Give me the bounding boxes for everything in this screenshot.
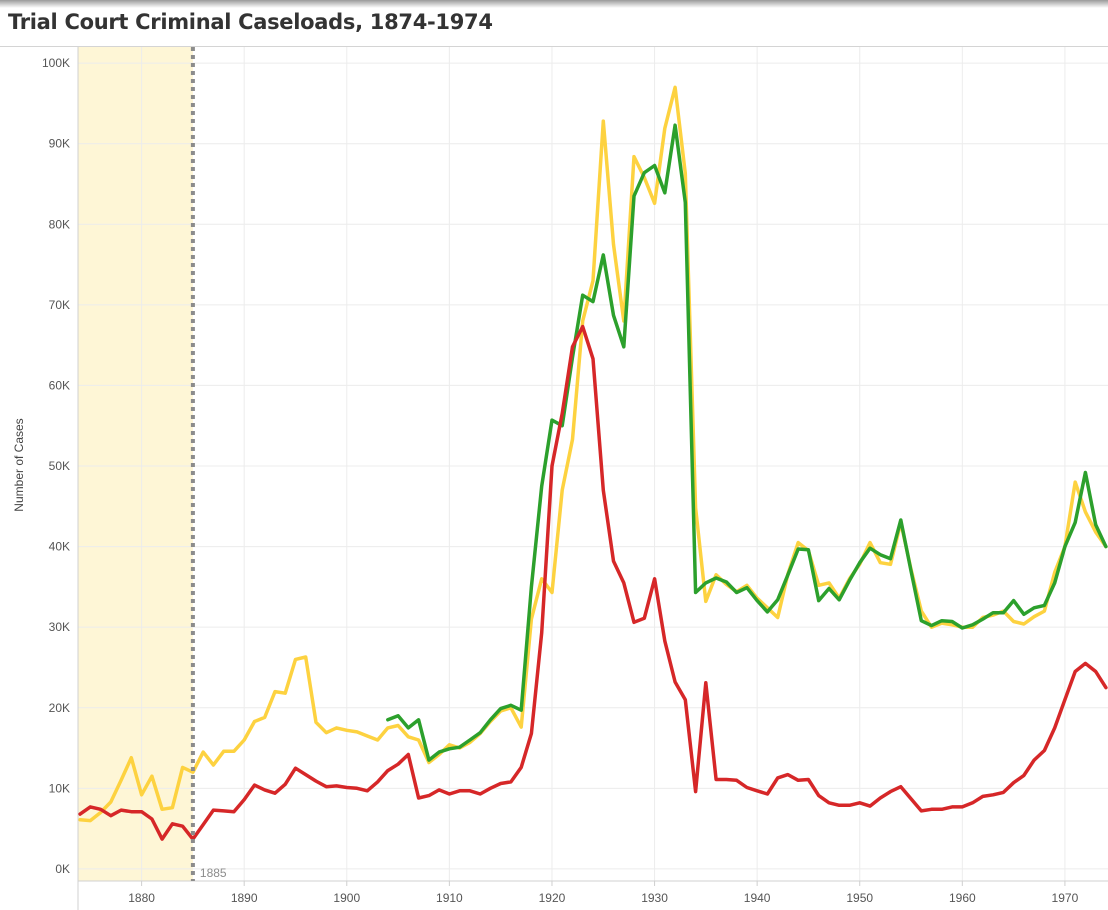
y-axis-label: Number of Cases — [12, 418, 26, 511]
y-tick-label: 50K — [49, 459, 70, 473]
y-tick-label: 40K — [49, 540, 70, 554]
series-line-3 — [78, 324, 1108, 841]
series-line-1 — [78, 85, 1108, 823]
y-tick-label: 80K — [49, 217, 70, 231]
x-tick-label: 1970 — [1052, 891, 1079, 905]
window-top-shadow — [0, 0, 1108, 8]
highlight-band — [78, 47, 193, 881]
x-tick-label: 1900 — [333, 891, 360, 905]
x-tick-label: 1920 — [539, 891, 566, 905]
x-tick-label: 1940 — [744, 891, 771, 905]
y-tick-label: 0K — [55, 862, 70, 876]
y-tick-label: 70K — [49, 298, 70, 312]
x-tick-label: 1880 — [128, 891, 155, 905]
y-tick-label: 20K — [49, 701, 70, 715]
reference-line-label: 1885 — [200, 866, 227, 880]
title-divider — [0, 46, 1108, 47]
series-line-2 — [386, 123, 1108, 762]
x-tick-label: 1960 — [949, 891, 976, 905]
x-tick-label: 1910 — [436, 891, 463, 905]
x-tick-label: 1890 — [231, 891, 258, 905]
y-tick-label: 100K — [42, 56, 70, 70]
y-tick-label: 60K — [49, 378, 70, 392]
y-tick-label: 30K — [49, 620, 70, 634]
page-title: Trial Court Criminal Caseloads, 1874-197… — [8, 10, 493, 34]
x-tick-label: 1930 — [641, 891, 668, 905]
y-tick-label: 90K — [49, 137, 70, 151]
x-tick-label: 1950 — [846, 891, 873, 905]
y-tick-label: 10K — [49, 781, 70, 795]
